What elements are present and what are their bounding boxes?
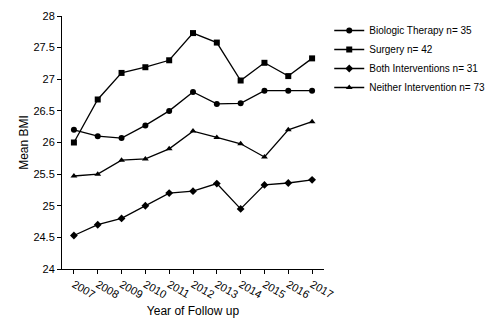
svg-text:2009: 2009 (118, 278, 145, 301)
svg-text:27: 27 (43, 73, 55, 85)
svg-text:Both Interventions n= 31: Both Interventions n= 31 (369, 63, 478, 74)
svg-text:2010: 2010 (142, 278, 169, 301)
svg-text:24: 24 (43, 263, 55, 275)
svg-text:2015: 2015 (261, 278, 288, 301)
svg-text:25.5: 25.5 (33, 168, 54, 180)
svg-text:27.5: 27.5 (33, 41, 54, 53)
svg-text:26.5: 26.5 (33, 105, 54, 117)
svg-text:Biologic Therapy n= 35: Biologic Therapy n= 35 (369, 25, 472, 36)
svg-text:2012: 2012 (189, 278, 216, 301)
svg-text:2016: 2016 (285, 278, 312, 301)
svg-text:Surgery n= 42: Surgery n= 42 (369, 44, 433, 55)
svg-text:Mean BMI: Mean BMI (17, 115, 31, 170)
svg-text:2011: 2011 (165, 278, 191, 300)
svg-text:24.5: 24.5 (33, 231, 54, 243)
svg-text:28: 28 (43, 10, 55, 22)
svg-text:Neither Intervention n= 73: Neither Intervention n= 73 (369, 82, 485, 93)
svg-text:2007: 2007 (70, 278, 97, 301)
svg-text:2013: 2013 (213, 278, 240, 301)
svg-text:2008: 2008 (94, 278, 121, 301)
svg-text:26: 26 (43, 136, 55, 148)
svg-text:25: 25 (43, 200, 55, 212)
svg-text:2014: 2014 (237, 278, 264, 301)
svg-text:2017: 2017 (308, 278, 335, 301)
svg-text:Year of Follow up: Year of Follow up (147, 304, 240, 318)
